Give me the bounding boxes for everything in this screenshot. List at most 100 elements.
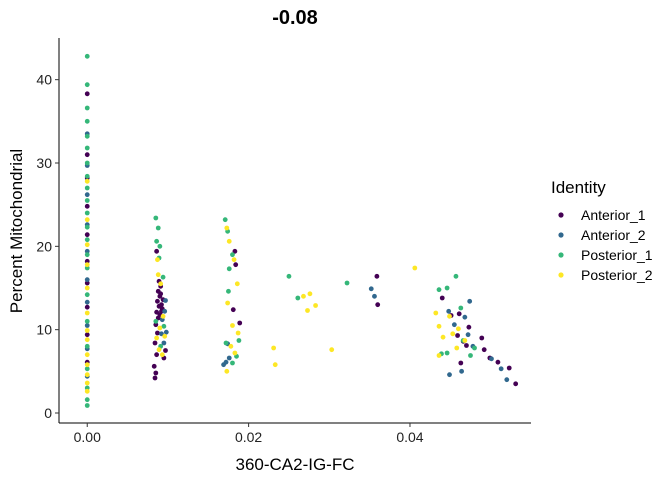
data-point: [84, 380, 90, 386]
y-tick-label: 0: [44, 405, 52, 421]
data-point: [440, 334, 446, 340]
data-point: [436, 353, 442, 358]
data-point: [230, 360, 235, 366]
data-point: [151, 363, 157, 369]
data-point: [439, 295, 445, 301]
data-point: [374, 273, 380, 279]
x-axis-label: 360-CA2-IG-FC: [235, 455, 354, 474]
data-point: [458, 360, 464, 366]
data-point: [446, 308, 452, 314]
data-point: [305, 308, 310, 313]
data-point: [84, 210, 90, 216]
data-point: [313, 303, 318, 308]
data-point: [153, 318, 159, 324]
data-point: [375, 302, 381, 308]
data-point: [231, 257, 237, 263]
data-point: [481, 347, 487, 353]
data-point: [368, 286, 374, 292]
data-point: [459, 368, 465, 374]
data-point: [233, 262, 239, 268]
data-point: [222, 217, 228, 223]
data-point: [161, 340, 167, 346]
y-tick-label: 10: [36, 322, 52, 338]
data-point: [230, 252, 235, 258]
data-point: [152, 375, 158, 381]
data-point: [450, 331, 456, 337]
data-point: [157, 325, 163, 331]
data-point: [84, 203, 90, 209]
data-point: [495, 359, 501, 365]
data-point: [451, 322, 457, 328]
x-tick-label: 0.00: [74, 429, 101, 445]
data-point: [155, 330, 160, 336]
data-point: [84, 252, 90, 258]
data-point: [223, 340, 229, 346]
data-point: [436, 287, 442, 293]
data-point: [444, 350, 450, 356]
data-point: [84, 185, 90, 191]
data-point: [155, 272, 161, 278]
data-point: [84, 292, 90, 298]
data-point: [454, 345, 460, 351]
data-point: [84, 262, 90, 268]
data-point: [230, 307, 236, 313]
data-point: [462, 338, 468, 343]
data-point: [226, 288, 231, 294]
data-point: [161, 323, 167, 329]
data-point: [155, 257, 160, 263]
legend-label: Posterior_1: [581, 247, 653, 263]
data-point: [153, 215, 159, 221]
data-point: [468, 353, 473, 358]
data-point: [235, 330, 241, 336]
legend-label: Anterior_2: [581, 227, 646, 243]
data-point: [344, 280, 350, 286]
data-point: [224, 368, 230, 374]
legend-item: Anterior_1: [558, 207, 646, 223]
data-point: [455, 326, 461, 332]
data-point: [329, 347, 335, 353]
x-tick-label: 0.04: [396, 429, 423, 445]
data-point: [223, 359, 229, 365]
legend-label: Anterior_1: [581, 207, 646, 223]
data-point: [84, 397, 90, 403]
data-point: [156, 347, 162, 353]
data-point: [465, 332, 471, 338]
data-point: [157, 243, 163, 249]
data-point: [153, 322, 159, 328]
data-point: [226, 238, 232, 244]
legend-marker: [558, 252, 564, 258]
data-point: [84, 332, 90, 338]
data-point: [84, 242, 90, 248]
legend-marker: [558, 212, 564, 218]
data-point: [159, 352, 165, 358]
data-point: [160, 313, 166, 319]
data-point: [163, 329, 169, 335]
data-point: [84, 362, 90, 368]
data-point: [84, 388, 90, 394]
data-point: [226, 355, 232, 361]
series-posterior-2: [84, 178, 468, 394]
data-point: [234, 281, 240, 287]
data-point: [84, 337, 90, 343]
legend-item: Posterior_1: [558, 247, 653, 263]
data-point: [159, 302, 164, 308]
data-point: [84, 385, 90, 391]
series-posterior-1: [84, 53, 477, 408]
data-point: [232, 350, 238, 356]
y-tick-label: 30: [36, 155, 52, 171]
data-point: [84, 248, 90, 254]
data-point: [228, 343, 234, 349]
data-point: [84, 173, 90, 179]
data-point: [154, 309, 160, 315]
data-point: [295, 295, 301, 301]
series-anterior-2: [84, 131, 510, 383]
data-point: [84, 285, 90, 291]
data-point: [453, 273, 459, 279]
data-point: [444, 285, 450, 291]
data-point: [163, 348, 168, 353]
data-point: [447, 372, 452, 378]
chart-title: -0.08: [272, 7, 318, 29]
data-point: [84, 323, 90, 328]
data-point: [84, 160, 90, 166]
